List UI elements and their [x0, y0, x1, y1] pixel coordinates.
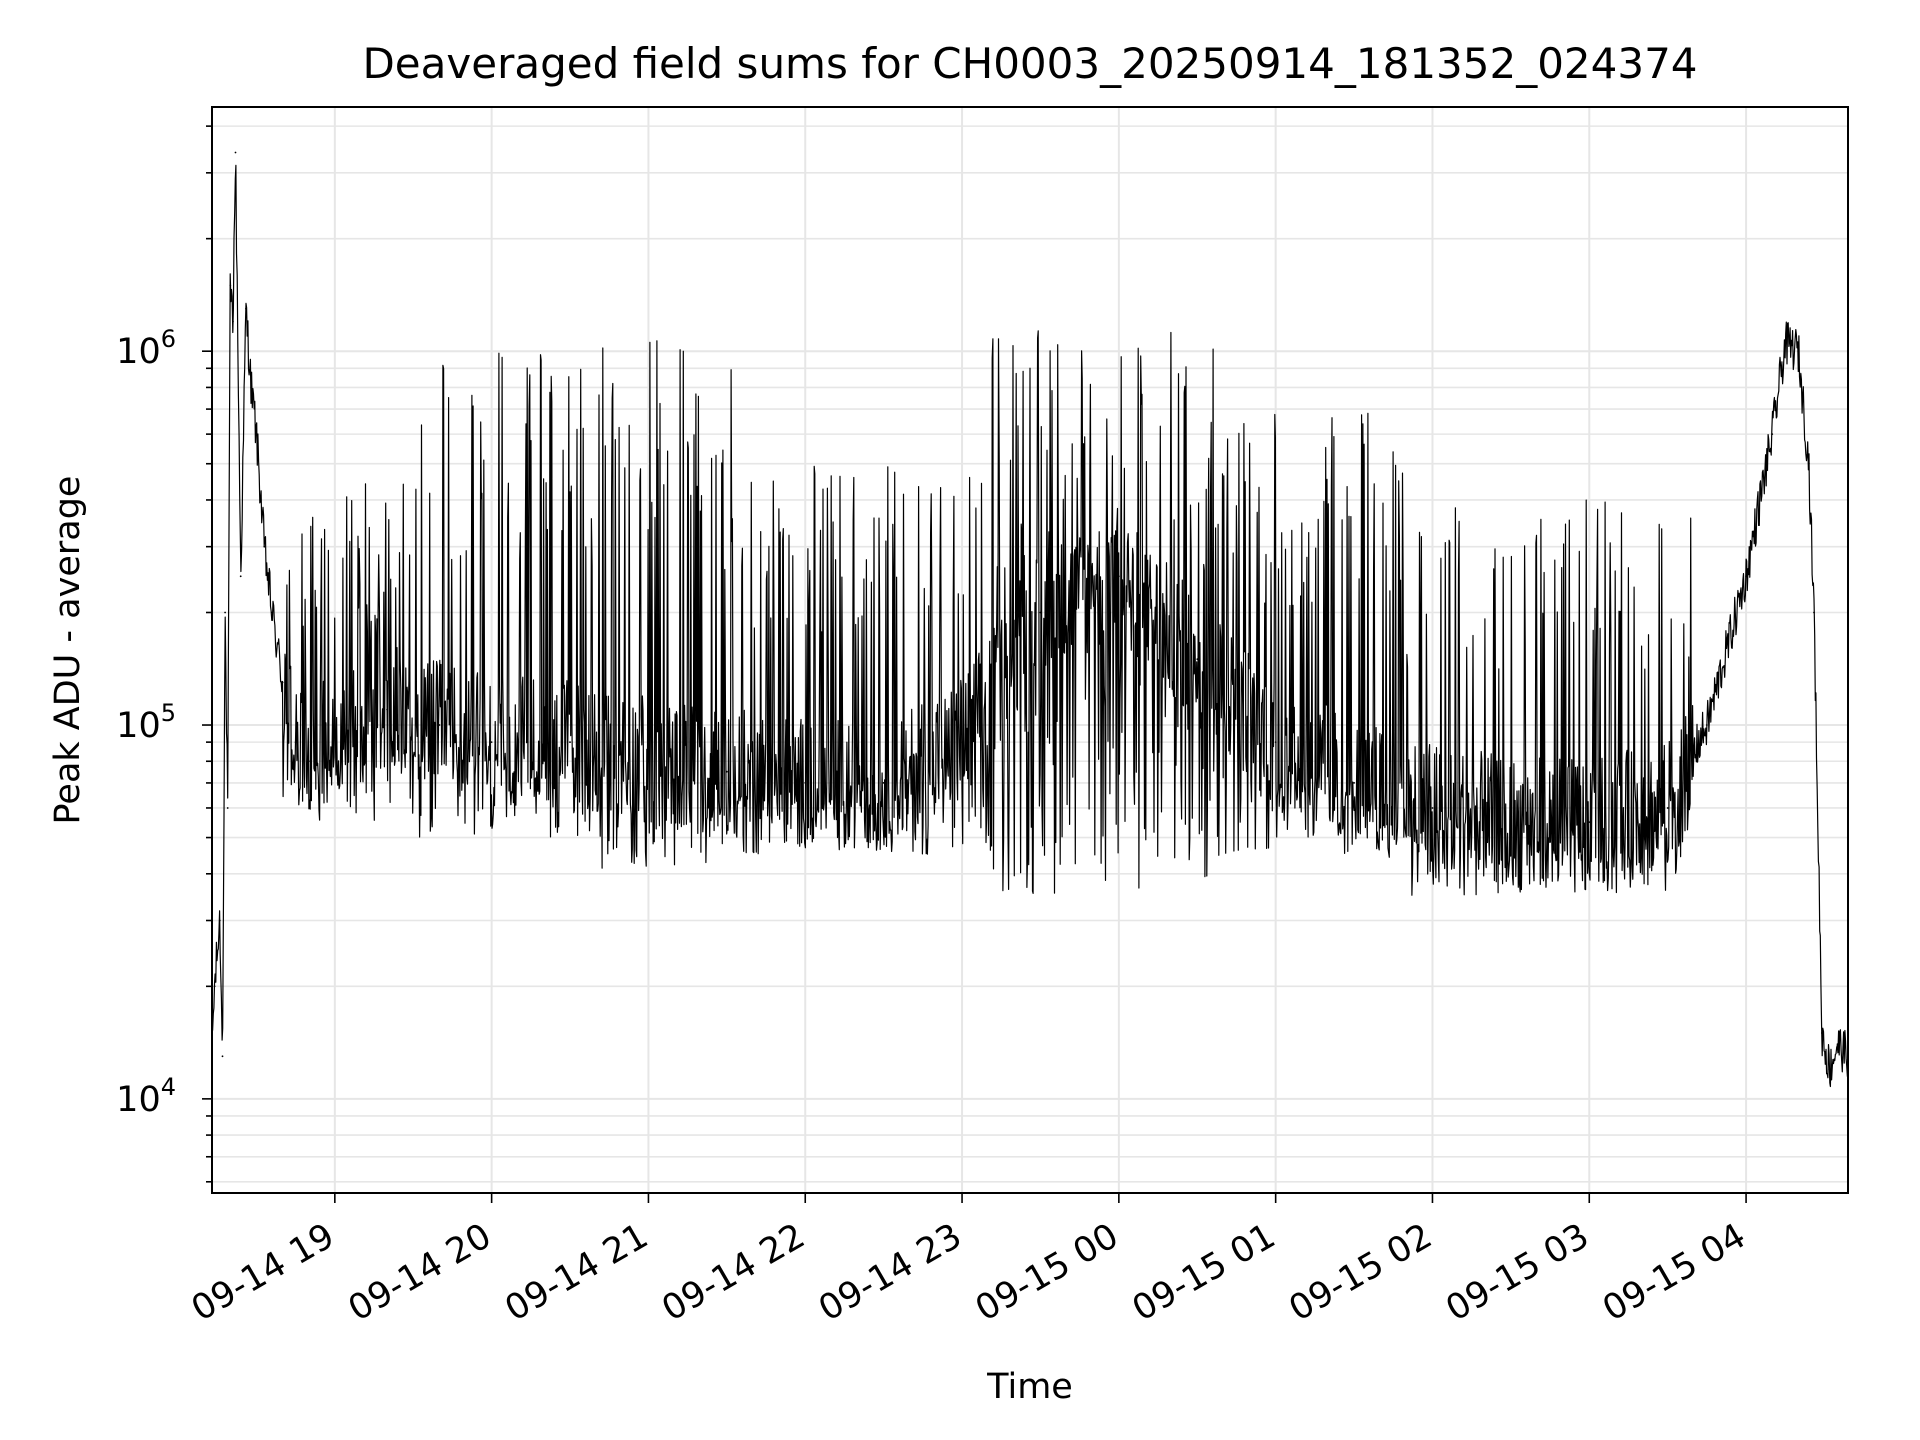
y-tick-exponent: 6: [161, 325, 176, 353]
data-point: [1836, 1043, 1839, 1046]
data-point: [229, 284, 232, 287]
data-point: [281, 681, 284, 684]
data-point: [1118, 575, 1120, 578]
data-point: [961, 741, 963, 743]
y-tick-exponent: 5: [161, 699, 176, 727]
data-point: [725, 770, 728, 773]
y-tick-base: 10: [116, 332, 161, 372]
data-point: [386, 708, 388, 711]
data-point: [224, 611, 227, 614]
data-point: [294, 741, 297, 743]
data-point: [333, 724, 336, 726]
data-point: [490, 741, 493, 743]
data-point: [239, 575, 242, 578]
data-point: [1821, 1032, 1823, 1034]
y-tick-label: 104: [116, 1073, 176, 1120]
data-point: [569, 741, 571, 743]
data-point: [1771, 433, 1774, 435]
data-point: [1784, 342, 1787, 345]
data-point: [232, 320, 234, 323]
data-point: [263, 545, 266, 548]
data-point: [1828, 1068, 1831, 1071]
data-point: [218, 919, 221, 922]
x-axis-label: Time: [986, 1367, 1073, 1407]
data-point: [255, 433, 258, 435]
data-point: [1588, 821, 1591, 823]
data-point: [882, 782, 885, 784]
data-point: [1706, 724, 1708, 726]
data-point: [1431, 807, 1434, 809]
data-point: [213, 985, 216, 988]
y-tick-base: 10: [116, 706, 161, 746]
data-point: [271, 611, 273, 614]
data-point: [438, 724, 441, 726]
data-point: [250, 386, 253, 389]
data-point: [226, 807, 229, 809]
data-point: [1196, 658, 1199, 661]
data-point: [221, 1055, 224, 1058]
data-point: [1510, 821, 1512, 823]
y-tick-label: 105: [116, 699, 176, 746]
data-point: [1807, 462, 1810, 465]
y-tick-exponent: 4: [161, 1073, 176, 1101]
data-point: [1353, 782, 1355, 784]
data-point: [1274, 741, 1277, 743]
data-point: [1039, 611, 1042, 614]
series-line: [211, 164, 1849, 1088]
data-point: [1797, 350, 1800, 353]
data-point: [245, 307, 247, 310]
data-point: [1666, 807, 1669, 809]
data-point: [647, 760, 650, 763]
data-point: [307, 760, 310, 763]
data-point: [234, 151, 237, 154]
chart-title: Deaveraged field sums for CH0003_2025091…: [362, 39, 1697, 88]
y-tick-base: 10: [116, 1080, 161, 1120]
y-axis-label: Peak ADU - average: [48, 476, 88, 825]
data-point: [1745, 575, 1747, 578]
y-tick-label: 106: [116, 325, 176, 372]
data-point: [1813, 611, 1815, 614]
data-point: [804, 782, 807, 784]
plot-frame: [211, 106, 1849, 1194]
